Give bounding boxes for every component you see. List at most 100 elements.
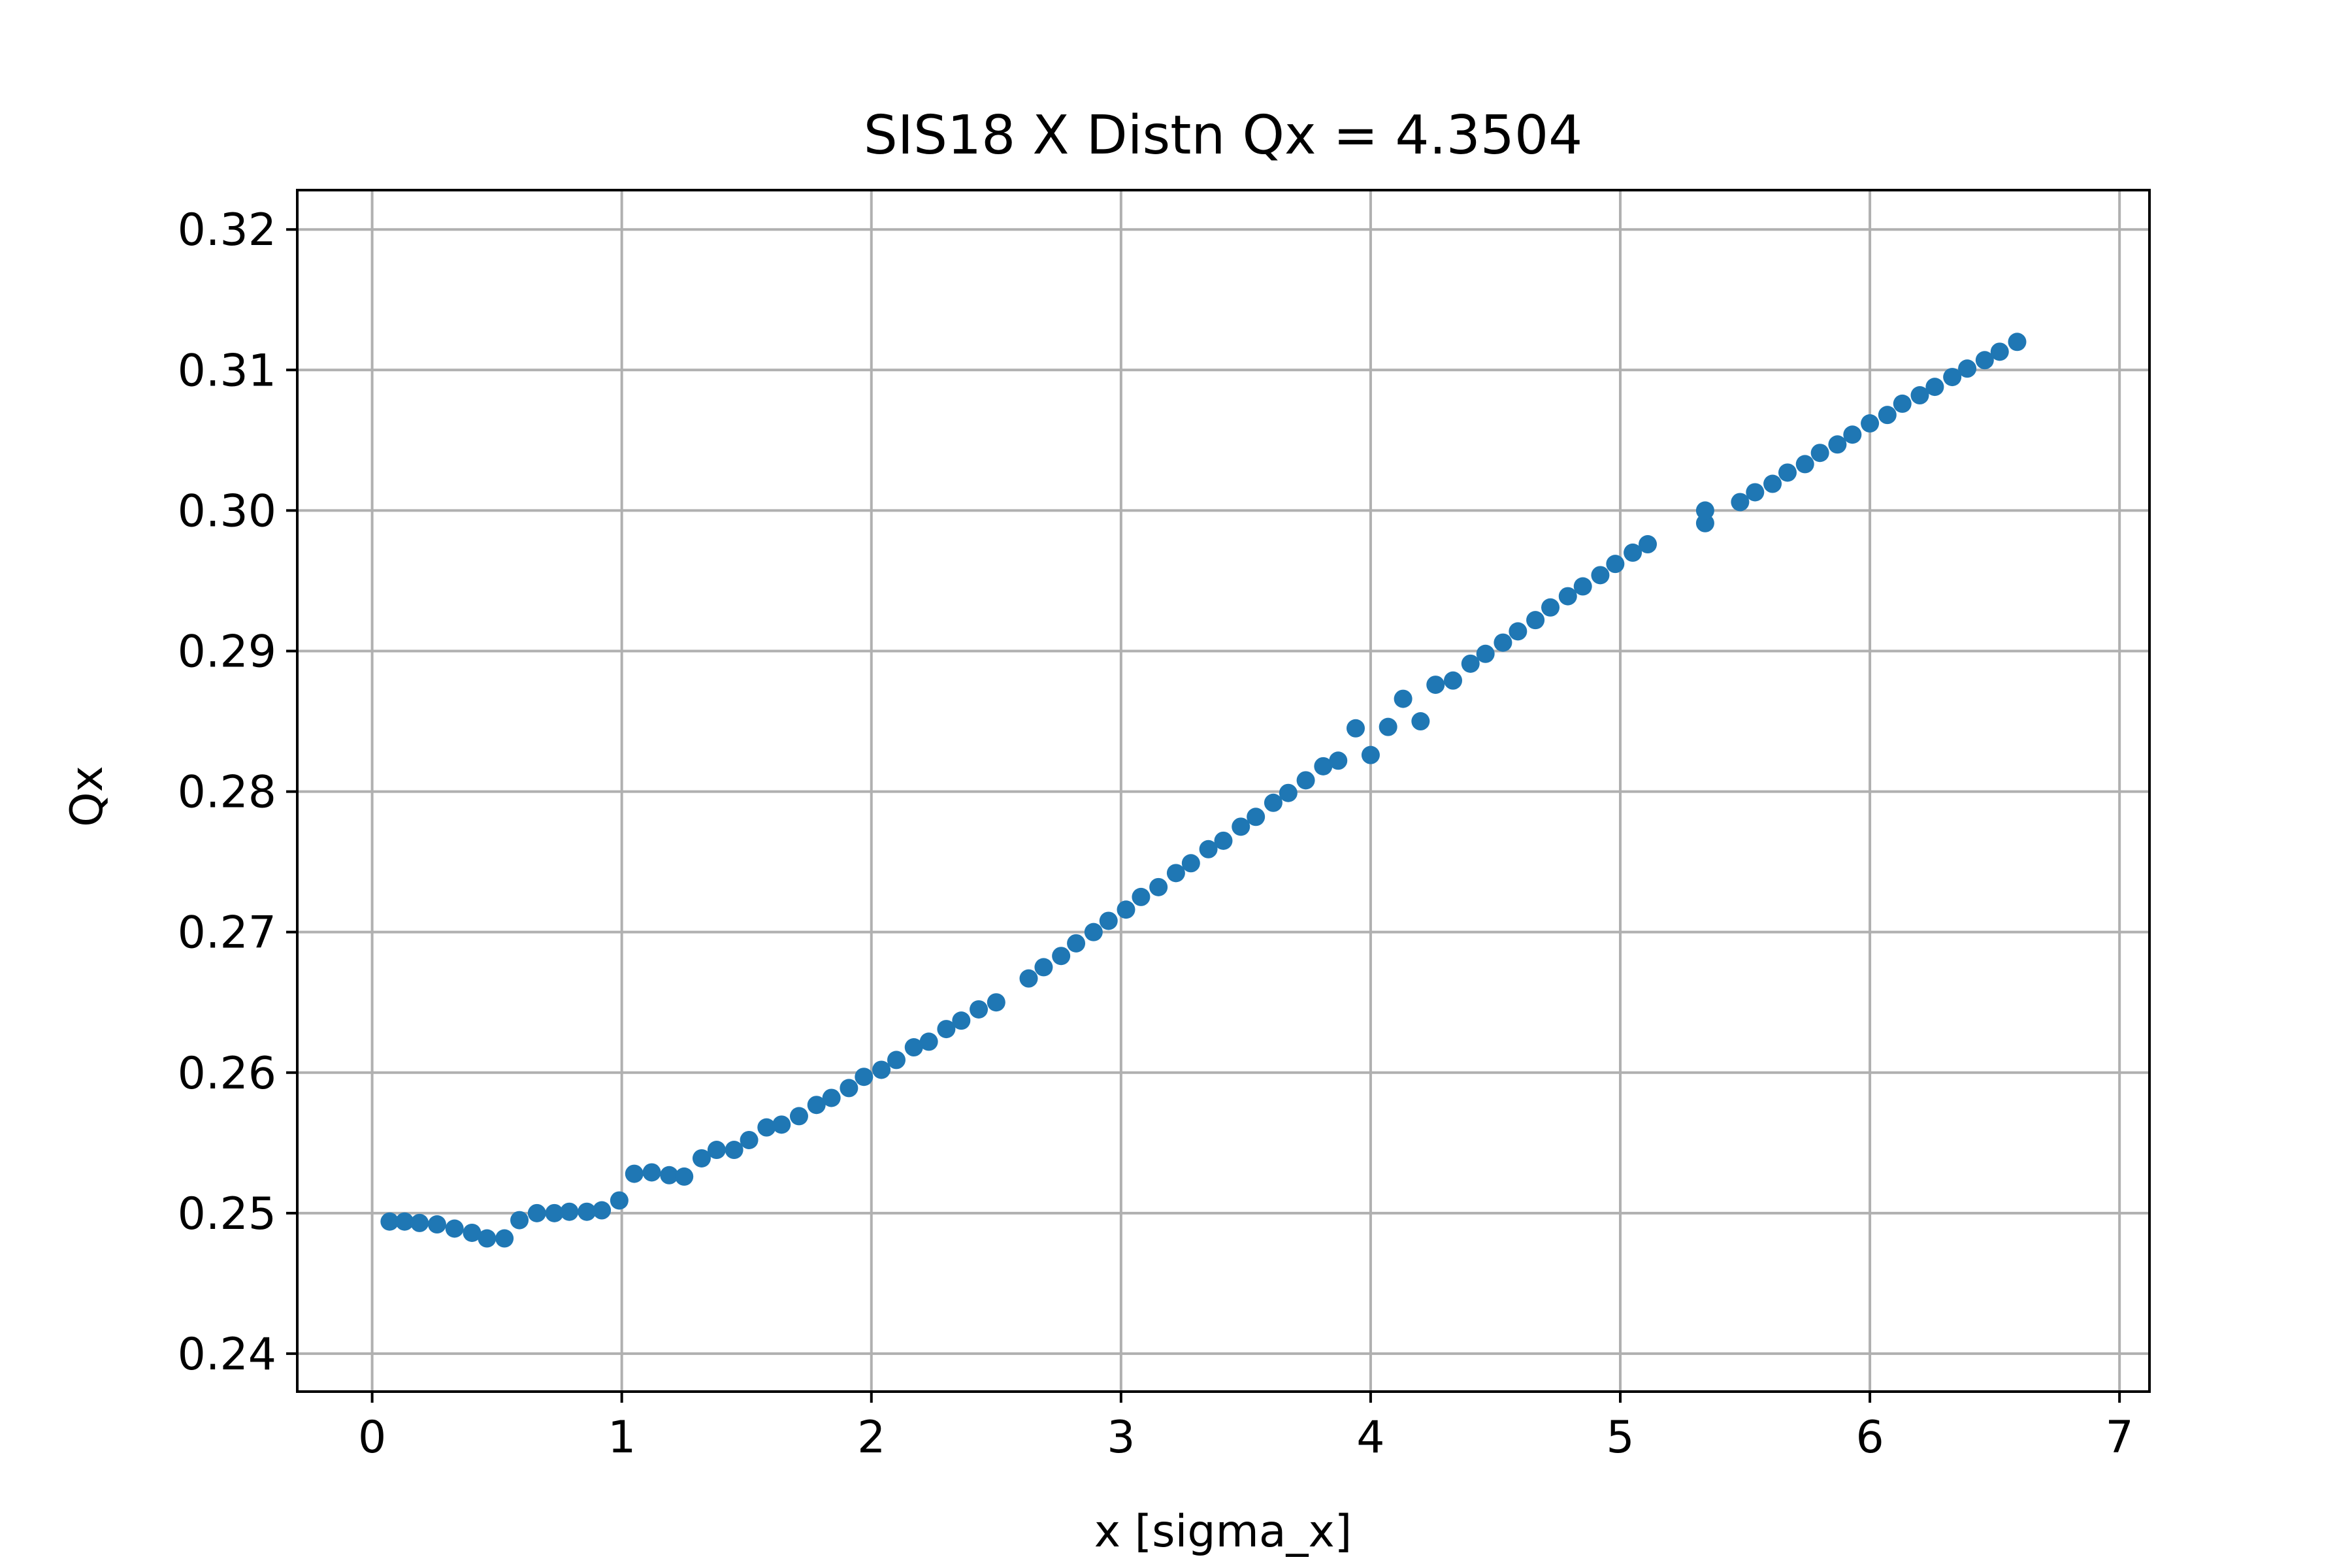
data-point — [1573, 577, 1592, 596]
x-tick-label: 5 — [1606, 1412, 1634, 1463]
data-point — [478, 1229, 497, 1248]
data-point — [952, 1011, 971, 1030]
x-tick-label: 4 — [1356, 1412, 1384, 1463]
data-point — [1279, 783, 1298, 802]
data-point — [660, 1166, 679, 1184]
y-tick-label: 0.28 — [178, 767, 276, 819]
data-point — [1379, 717, 1397, 736]
data-point — [610, 1191, 629, 1210]
y-tick-label: 0.27 — [178, 907, 276, 959]
data-point — [970, 1000, 988, 1019]
x-tick-label: 6 — [1855, 1412, 1884, 1463]
y-tick-label: 0.31 — [178, 345, 276, 397]
x-tick-label: 2 — [857, 1412, 885, 1463]
data-point — [1264, 793, 1282, 812]
data-point — [1639, 535, 1658, 554]
data-point — [692, 1149, 711, 1168]
data-point — [855, 1068, 874, 1086]
data-point — [593, 1201, 612, 1220]
data-point — [1746, 483, 1765, 502]
data-point — [527, 1203, 546, 1222]
data-point — [1019, 969, 1038, 988]
data-point — [625, 1164, 644, 1183]
data-point — [410, 1213, 429, 1232]
data-point — [2008, 333, 2027, 351]
data-point — [1034, 958, 1053, 977]
data-point — [427, 1215, 446, 1234]
data-point — [1166, 864, 1185, 883]
data-point — [757, 1118, 776, 1137]
x-axis-label: x [sigma_x] — [1094, 1506, 1352, 1558]
x-tick-label: 7 — [2106, 1412, 2134, 1463]
data-point — [1117, 900, 1135, 919]
data-point — [1476, 644, 1495, 663]
data-point — [1695, 501, 1714, 520]
data-point — [1828, 435, 1847, 454]
data-point — [1943, 368, 1962, 387]
data-point — [1361, 745, 1380, 764]
data-point — [1624, 543, 1642, 562]
data-point — [1558, 587, 1577, 606]
grid-lines — [297, 190, 2149, 1392]
data-point — [463, 1223, 482, 1242]
data-point — [789, 1107, 808, 1126]
data-point — [725, 1141, 743, 1160]
data-point — [919, 1032, 938, 1051]
data-point — [1444, 671, 1463, 690]
data-point — [1606, 555, 1625, 574]
data-point — [1052, 947, 1071, 966]
data-point — [1878, 406, 1897, 425]
data-point — [1067, 934, 1086, 953]
y-tick-label: 0.26 — [178, 1048, 276, 1100]
data-point — [1990, 342, 2009, 361]
data-point — [987, 993, 1005, 1012]
data-point — [1232, 817, 1250, 836]
tick-labels: 0 1 2 3 4 5 6 7 0.24 0.25 0.26 0.27 0.28 0.29 0.30 0.31… — [178, 204, 2134, 1463]
data-point — [1778, 463, 1797, 482]
data-point — [1314, 757, 1333, 776]
data-point — [1411, 712, 1430, 731]
data-point — [1763, 474, 1782, 493]
y-axis-label: Qx — [61, 766, 113, 827]
data-point — [1149, 877, 1168, 896]
data-point — [1910, 386, 1929, 405]
data-point — [822, 1088, 841, 1107]
data-point — [1975, 351, 1994, 370]
data-point — [740, 1130, 759, 1149]
data-point — [510, 1211, 529, 1230]
plot-frame — [296, 189, 2151, 1393]
data-point — [1925, 378, 1944, 397]
axis-ticks — [286, 228, 2121, 1403]
data-point — [560, 1202, 579, 1221]
data-point — [1494, 633, 1512, 652]
data-point — [1394, 689, 1413, 708]
data-point — [1329, 751, 1348, 770]
data-point — [1199, 840, 1218, 858]
data-point — [1426, 676, 1445, 694]
x-tick-label: 3 — [1107, 1412, 1135, 1463]
data-point — [545, 1203, 564, 1222]
data-point — [380, 1212, 399, 1231]
data-point — [840, 1079, 858, 1098]
y-tick-label: 0.32 — [178, 204, 276, 256]
data-point — [904, 1038, 923, 1057]
data-point — [1132, 887, 1151, 906]
data-point — [1526, 611, 1545, 630]
data-point — [887, 1051, 906, 1070]
data-point — [937, 1020, 956, 1039]
data-point — [1591, 566, 1610, 585]
x-tick-label: 1 — [608, 1412, 636, 1463]
data-point — [1509, 622, 1527, 641]
data-point — [1893, 394, 1912, 413]
data-point — [395, 1212, 414, 1231]
data-point — [1461, 654, 1480, 673]
data-points — [380, 333, 2027, 1248]
data-point — [1843, 425, 1862, 444]
data-point — [1810, 444, 1829, 463]
data-point — [1731, 493, 1750, 512]
x-tick-label: 0 — [358, 1412, 386, 1463]
data-point — [1541, 598, 1560, 617]
data-point — [642, 1163, 661, 1182]
data-point — [1181, 854, 1200, 873]
y-tick-label: 0.24 — [178, 1329, 276, 1380]
